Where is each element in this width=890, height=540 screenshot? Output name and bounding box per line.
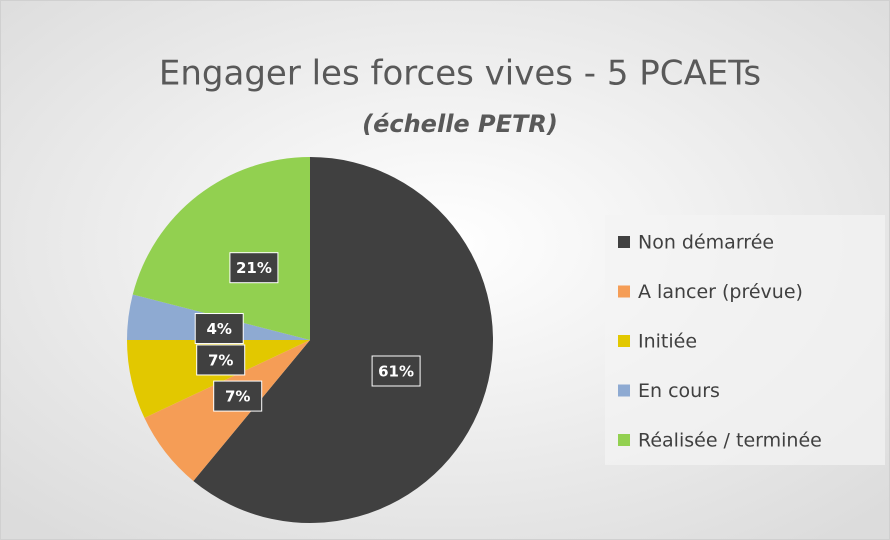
data-label: 4%	[206, 320, 231, 338]
legend-swatch	[618, 384, 630, 397]
pie-slice	[193, 157, 493, 523]
legend-label: Non démarrée	[638, 232, 774, 254]
pie-slice	[132, 157, 310, 340]
legend-swatch	[618, 236, 630, 248]
chart-title: Engager les forces vives - 5 PCAETs	[159, 54, 761, 94]
data-label: 7%	[208, 351, 233, 369]
pie-slice	[127, 340, 310, 418]
data-label-box	[194, 313, 244, 345]
legend-label: Initiée	[638, 331, 697, 353]
data-label-box	[371, 355, 421, 387]
legend-label: A lancer (prévue)	[638, 281, 803, 303]
legend-swatch	[618, 285, 630, 298]
legend-swatch	[618, 434, 630, 446]
legend-swatch	[618, 335, 630, 347]
legend-box	[605, 215, 885, 465]
data-label: 21%	[236, 259, 272, 277]
data-label-box	[196, 344, 246, 376]
data-label-box	[229, 252, 279, 284]
chart-subtitle: (échelle PETR)	[362, 110, 558, 138]
data-label: 61%	[378, 362, 414, 380]
legend-label: En cours	[638, 380, 720, 402]
legend-label: Réalisée / terminée	[638, 430, 822, 452]
data-label-box	[213, 380, 263, 412]
data-label: 7%	[225, 388, 250, 406]
